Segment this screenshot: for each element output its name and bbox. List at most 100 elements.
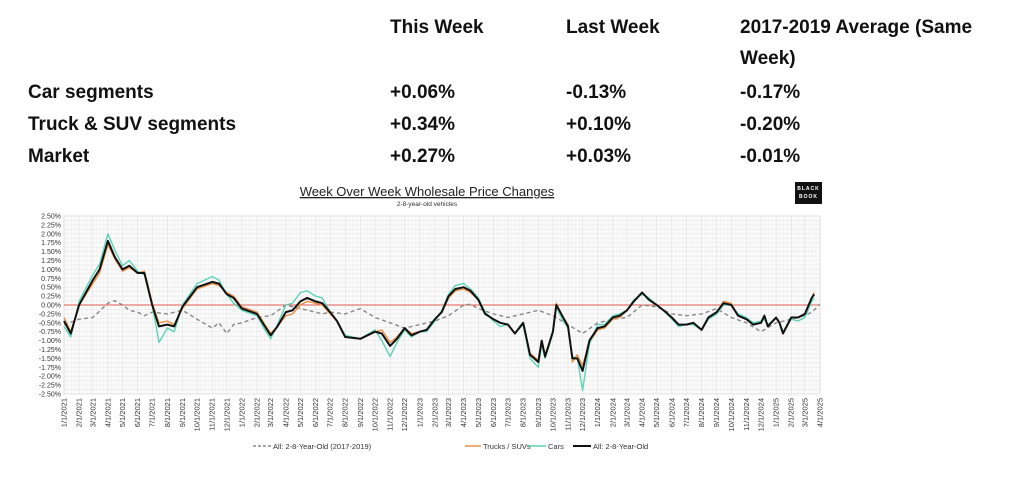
header-average: 2017-2019 Average (Same [740, 17, 973, 38]
x-tick-label: 2/1/2025 [787, 398, 796, 427]
y-tick-label: -1.75% [39, 365, 61, 372]
y-tick-label: 1.25% [41, 258, 61, 265]
x-tick-label: 5/1/2024 [652, 398, 661, 427]
x-tick-label: 3/1/2023 [444, 398, 453, 427]
x-tick-label: 8/1/2021 [163, 398, 172, 427]
x-tick-label: 8/1/2023 [519, 398, 528, 427]
x-tick-label: 7/1/2022 [326, 398, 335, 427]
x-tick-label: 12/1/2022 [400, 398, 409, 431]
car-this-week: +0.06% [390, 82, 455, 103]
x-tick-label: 4/1/2021 [103, 398, 112, 427]
y-tick-label: -2.25% [39, 383, 61, 390]
row-label-car: Car segments [28, 82, 154, 103]
x-tick-label: 2/1/2023 [430, 398, 439, 427]
header-last-week: Last Week [566, 17, 660, 38]
x-tick-label: 5/1/2023 [474, 398, 483, 427]
y-tick-label: -2.50% [39, 392, 61, 399]
x-tick-label: 12/1/2023 [578, 398, 587, 431]
chart-title: Week Over Week Wholesale Price Changes [300, 184, 555, 199]
x-tick-label: 7/1/2023 [504, 398, 513, 427]
y-tick-label: 0.00% [41, 303, 61, 310]
x-tick-label: 4/1/2025 [816, 398, 825, 427]
legend-label: Trucks / SUVs [483, 442, 531, 451]
x-tick-label: 9/1/2024 [712, 398, 721, 427]
y-tick-label: 2.50% [41, 214, 61, 221]
header-average-cont: Week) [740, 48, 796, 69]
header-this-week: This Week [390, 17, 484, 38]
x-tick-label: 3/1/2022 [266, 398, 275, 427]
x-tick-label: 7/1/2021 [148, 398, 157, 427]
row-label-market: Market [28, 146, 90, 167]
x-tick-label: 5/1/2021 [118, 398, 127, 427]
y-tick-label: 2.00% [41, 231, 61, 238]
y-tick-label: -2.00% [39, 374, 61, 381]
x-tick-label: 8/1/2024 [697, 398, 706, 427]
x-tick-label: 7/1/2024 [682, 398, 691, 427]
y-tick-label: 2.25% [41, 222, 61, 229]
car-average: -0.17% [740, 82, 801, 103]
x-tick-label: 2/1/2022 [253, 398, 262, 427]
x-tick-label: 5/1/2022 [296, 398, 305, 427]
y-tick-label: -1.00% [39, 338, 61, 345]
truck-average: -0.20% [740, 114, 801, 135]
x-tick-label: 4/1/2023 [459, 398, 468, 427]
market-last-week: +0.03% [566, 146, 631, 167]
x-tick-label: 1/1/2022 [237, 398, 246, 427]
y-tick-label: 0.75% [41, 276, 61, 283]
x-tick-label: 10/1/2024 [727, 398, 736, 431]
x-tick-label: 3/1/2024 [622, 398, 631, 427]
car-last-week: -0.13% [566, 82, 627, 103]
x-tick-label: 9/1/2023 [534, 398, 543, 427]
x-tick-label: 6/1/2022 [311, 398, 320, 427]
market-average: -0.01% [740, 146, 801, 167]
x-tick-label: 11/1/2023 [564, 398, 573, 431]
x-tick-label: 12/1/2021 [222, 398, 231, 431]
y-tick-label: 1.75% [41, 240, 61, 247]
y-tick-label: 1.00% [41, 267, 61, 274]
x-tick-label: 2/1/2021 [75, 398, 84, 427]
x-tick-label: 10/1/2023 [548, 398, 557, 431]
y-tick-label: -0.50% [39, 320, 61, 327]
x-tick-label: 1/1/2021 [60, 398, 69, 427]
x-tick-label: 9/1/2021 [178, 398, 187, 427]
x-tick-label: 10/1/2021 [193, 398, 202, 431]
series-line-all-2-8-year-old-2017-2019- [63, 300, 821, 335]
legend-label: All: 2-8-Year-Old [593, 442, 648, 451]
y-tick-label: -1.50% [39, 356, 61, 363]
x-tick-label: 11/1/2022 [386, 398, 395, 431]
market-this-week: +0.27% [390, 146, 455, 167]
y-tick-label: 1.50% [41, 249, 61, 256]
y-tick-label: 0.25% [41, 294, 61, 301]
x-tick-label: 1/1/2024 [593, 398, 602, 427]
y-tick-label: -0.75% [39, 329, 61, 336]
x-tick-label: 3/1/2021 [88, 398, 97, 427]
x-tick-label: 1/1/2025 [772, 398, 781, 427]
chart-subtitle: 2-8-year-old vehicles [397, 201, 458, 208]
comparison-table: This Week Last Week 2017-2019 Average (S… [0, 0, 1024, 180]
black-book-logo: BLACK BOOK [795, 182, 822, 204]
x-tick-label: 8/1/2022 [341, 398, 350, 427]
x-tick-label: 11/1/2021 [208, 398, 217, 431]
y-tick-label: -1.25% [39, 347, 61, 354]
x-tick-label: 3/1/2025 [800, 398, 809, 427]
x-tick-label: 4/1/2022 [281, 398, 290, 427]
x-tick-label: 11/1/2024 [742, 398, 751, 431]
row-label-truck: Truck & SUV segments [28, 114, 237, 135]
truck-last-week: +0.10% [566, 114, 631, 135]
x-tick-label: 12/1/2024 [757, 398, 766, 431]
x-tick-label: 6/1/2023 [489, 398, 498, 427]
legend-label: All: 2-8-Year-Old (2017-2019) [273, 442, 372, 451]
truck-this-week: +0.34% [390, 114, 455, 135]
series-line-all-2-8-year-old [63, 239, 816, 372]
x-tick-label: 6/1/2024 [667, 398, 676, 427]
x-tick-label: 1/1/2023 [415, 398, 424, 427]
legend-label: Cars [548, 442, 564, 451]
y-tick-label: -0.25% [39, 311, 61, 318]
x-tick-label: 2/1/2024 [608, 398, 617, 427]
x-tick-label: 9/1/2022 [356, 398, 365, 427]
y-tick-label: 0.50% [41, 285, 61, 292]
x-tick-label: 10/1/2022 [370, 398, 379, 431]
x-tick-label: 4/1/2024 [638, 398, 647, 427]
x-tick-label: 6/1/2021 [133, 398, 142, 427]
